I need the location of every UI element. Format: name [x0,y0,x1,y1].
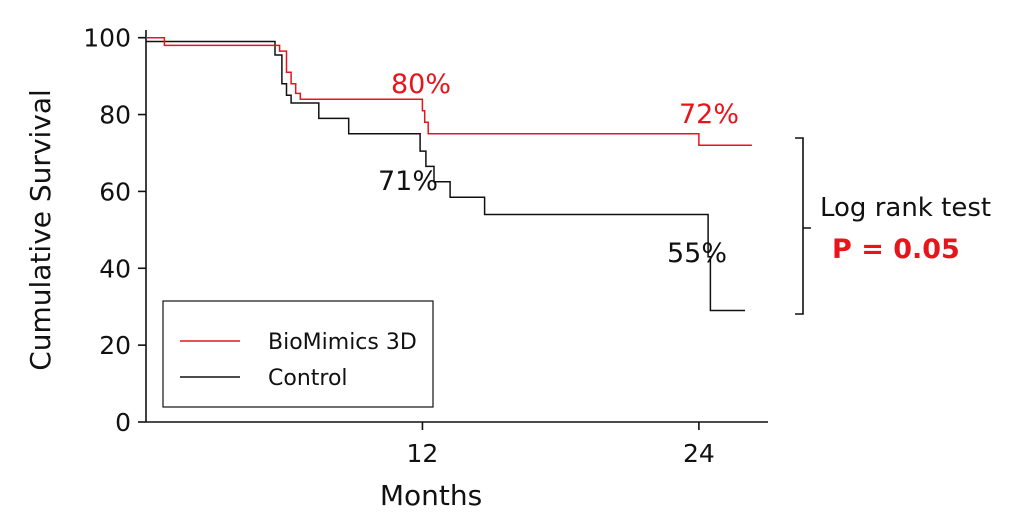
log-rank-bracket [795,137,811,315]
log-rank-test-label: Log rank test [820,193,991,223]
annotation-71-percent: 71% [378,166,438,197]
x-tick-label: 12 [407,439,439,468]
x-axis-title: Months [380,479,482,512]
y-tick-label: 0 [115,408,131,437]
y-tick-label: 100 [83,24,131,53]
annotation-72-percent: 72% [679,99,739,130]
series-line-biomimics [146,36,752,147]
p-value-label: P = 0.05 [832,234,960,265]
y-tick-label: 20 [99,331,131,360]
legend-label-control: Control [268,366,348,391]
series-line-control [146,40,745,312]
y-tick-label: 40 [99,254,131,283]
x-tick-label: 24 [683,439,715,468]
annotation-80-percent: 80% [391,69,451,100]
legend-box [162,300,434,408]
y-tick-label: 60 [99,177,131,206]
annotation-55-percent: 55% [667,238,727,269]
y-axis-title: Cumulative Survival [24,89,57,371]
legend-label-biomimics: BioMimics 3D [268,330,417,355]
y-tick-label: 80 [99,101,131,130]
